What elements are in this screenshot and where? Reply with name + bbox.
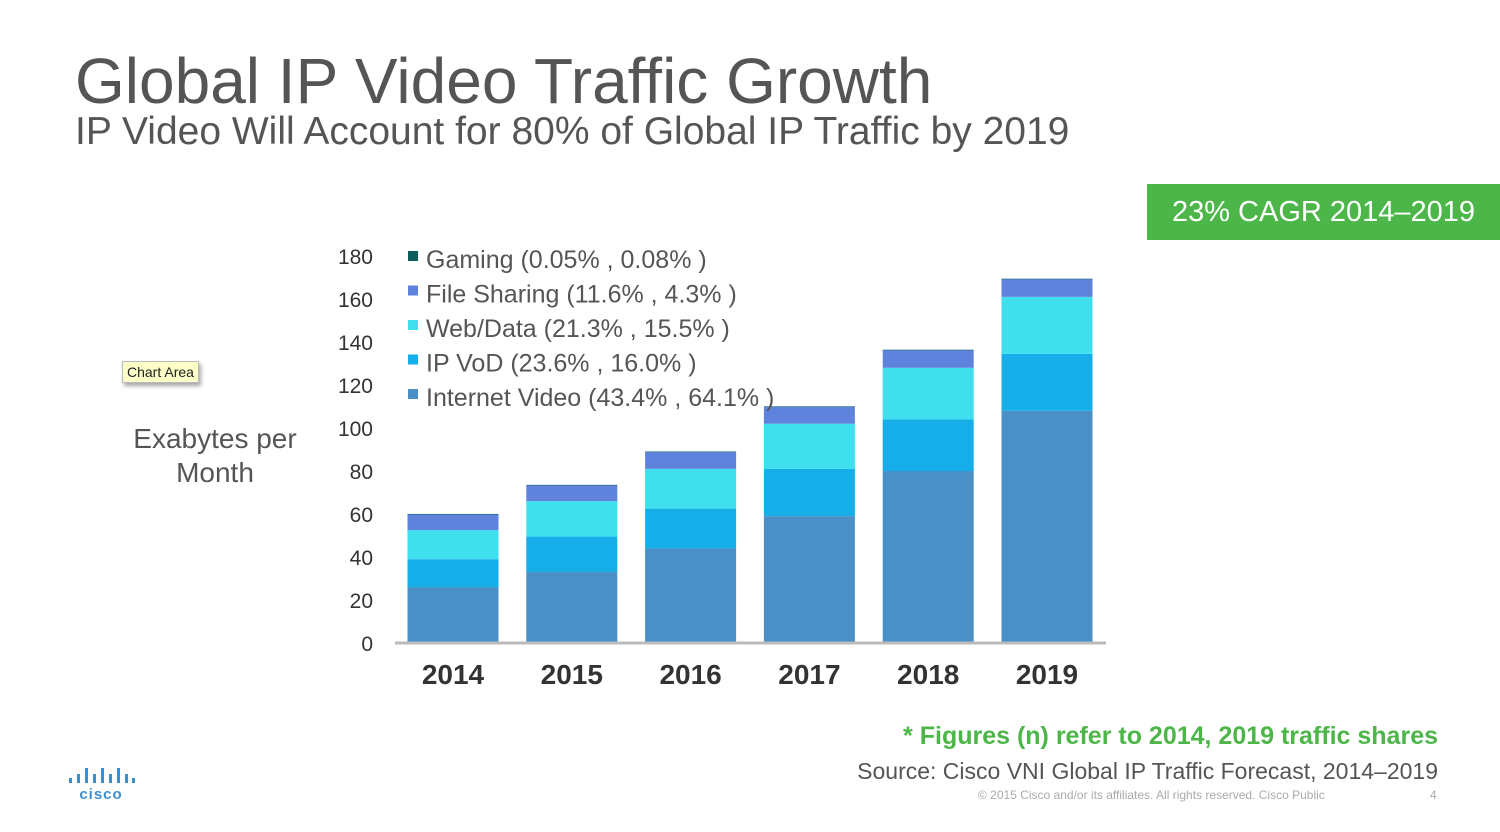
cisco-logo: cisco [66, 766, 136, 807]
y-tick-label: 180 [338, 246, 373, 269]
legend-swatch [408, 285, 418, 296]
bar-segment-2018-3[interactable] [882, 349, 974, 368]
source-text: Source: Cisco VNI Global IP Traffic Fore… [857, 758, 1438, 784]
legend-swatch [408, 354, 418, 365]
legend-swatch [408, 389, 418, 399]
legend-label: IP VoD (23.6% , 16.0% ) [426, 350, 697, 378]
bar-segment-2018-4[interactable] [882, 349, 974, 351]
bar-segment-2014-2[interactable] [407, 530, 499, 560]
bar-segment-2014-1[interactable] [407, 559, 499, 588]
bar-segment-2017-2[interactable] [763, 423, 855, 469]
y-tick-label: 100 [338, 418, 373, 441]
x-axis: 2014 2015 2016 2017 2018 2019 [422, 659, 1078, 690]
bar-segment-2017-0[interactable] [763, 516, 855, 643]
y-tick-label: 0 [361, 633, 373, 656]
x-tick-label: 2014 [422, 659, 485, 690]
y-tick-label: 160 [338, 289, 373, 312]
legend-label: Web/Data (21.3% , 15.5% ) [426, 315, 730, 343]
legend: Gaming (0.05% , 0.08% ) File Sharing (11.… [408, 246, 774, 412]
legend-label: Gaming (0.05% , 0.08% ) [426, 246, 707, 274]
cagr-badge: 23% CAGR 2014–2019 [1147, 184, 1500, 240]
page-number: 4 [1430, 788, 1437, 802]
y-tick-label: 80 [350, 461, 373, 484]
bar-segment-2016-1[interactable] [645, 508, 737, 549]
page-title: Global IP Video Traffic Growth [75, 45, 933, 117]
legend-swatch [408, 320, 418, 330]
y-tick-label: 140 [338, 332, 373, 355]
bar-segment-2016-0[interactable] [645, 548, 737, 643]
bar-segment-2019-1[interactable] [1001, 353, 1093, 411]
svg-text:cisco: cisco [79, 786, 122, 802]
bar-segment-2016-3[interactable] [645, 451, 737, 469]
x-tick-label: 2016 [659, 659, 721, 690]
bar-segment-2016-4[interactable] [645, 451, 737, 453]
x-tick-label: 2017 [778, 659, 840, 690]
bar-segment-2015-3[interactable] [526, 484, 618, 502]
legend-swatch [408, 251, 418, 261]
x-tick-label: 2019 [1016, 659, 1078, 690]
y-axis-label: Exabytes per Month [133, 423, 297, 488]
bar-segment-2018-2[interactable] [882, 367, 974, 420]
y-tick-label: 120 [338, 375, 373, 398]
bars [407, 278, 1093, 643]
x-tick-label: 2015 [541, 659, 603, 690]
bar-segment-2018-0[interactable] [882, 471, 974, 643]
bar-segment-2015-4[interactable] [526, 484, 618, 486]
legend-label: File Sharing (11.6% , 4.3% ) [426, 281, 737, 309]
bar-segment-2019-0[interactable] [1001, 410, 1093, 643]
legend-label: Internet Video (43.4% , 64.1% ) [426, 384, 774, 412]
y-tick-label: 60 [350, 504, 373, 527]
chart-area-tooltip: Chart Area [122, 361, 199, 383]
bar-segment-2017-1[interactable] [763, 468, 855, 517]
bar-segment-2015-1[interactable] [526, 536, 618, 573]
bar-segment-2014-0[interactable] [407, 587, 499, 643]
bar-segment-2018-1[interactable] [882, 419, 974, 471]
bar-segment-2017-4[interactable] [763, 406, 855, 407]
y-tick-label: 20 [350, 590, 373, 613]
bar-segment-2014-4[interactable] [407, 513, 499, 515]
bar-segment-2016-2[interactable] [645, 468, 737, 509]
bar-segment-2015-0[interactable] [526, 572, 618, 643]
y-axis: 0 20 40 60 80 100 120 140 160 180 [338, 246, 373, 656]
bar-segment-2019-3[interactable] [1001, 279, 1093, 297]
copyright: © 2015 Cisco and/or its affiliates. All … [978, 788, 1325, 802]
x-tick-label: 2018 [897, 659, 959, 690]
bar-segment-2019-2[interactable] [1001, 296, 1093, 354]
bar-segment-2015-2[interactable] [526, 501, 618, 537]
page-subtitle: IP Video Will Account for 80% of Global … [75, 110, 1070, 153]
footnote: * Figures (n) refer to 2014, 2019 traffi… [903, 722, 1438, 750]
y-tick-label: 40 [350, 547, 373, 570]
bar-segment-2019-4[interactable] [1001, 278, 1093, 280]
bar-segment-2014-3[interactable] [407, 514, 499, 531]
bar-segment-2017-3[interactable] [763, 406, 855, 424]
